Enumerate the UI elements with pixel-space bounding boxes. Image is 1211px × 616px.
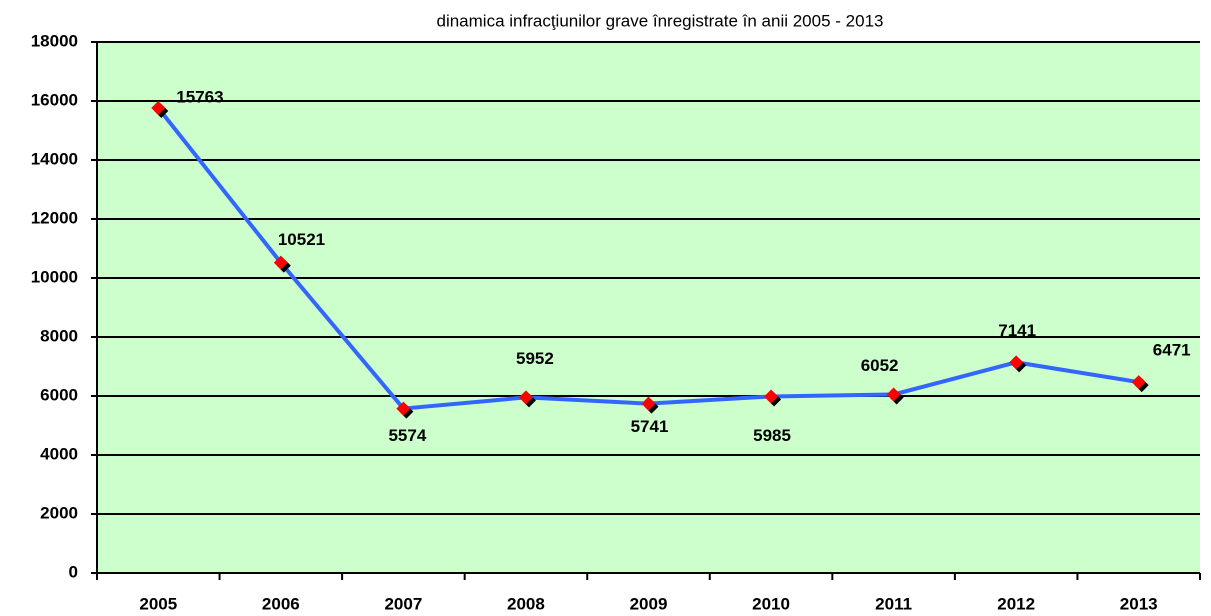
x-tick-label: 2012 <box>997 594 1035 613</box>
marker <box>1009 355 1024 370</box>
plot-area <box>97 42 1200 573</box>
data-label: 15763 <box>176 87 223 106</box>
y-tick-label: 2000 <box>40 503 78 522</box>
marker <box>641 396 656 411</box>
x-tick-label: 2009 <box>630 594 668 613</box>
marker <box>518 390 533 405</box>
x-tick-label: 2007 <box>384 594 422 613</box>
data-label: 6052 <box>861 356 899 375</box>
y-tick-label: 8000 <box>40 326 78 345</box>
data-label: 5985 <box>753 426 791 445</box>
x-tick-label: 2010 <box>752 594 790 613</box>
marker <box>273 255 288 270</box>
y-tick-label: 14000 <box>31 149 78 168</box>
data-label: 7141 <box>998 321 1036 340</box>
x-tick-label: 2008 <box>507 594 545 613</box>
marker <box>1131 375 1146 390</box>
marker <box>886 387 901 402</box>
marker <box>764 389 779 404</box>
marker <box>151 100 166 115</box>
y-tick-label: 16000 <box>31 90 78 109</box>
x-tick-label: 2006 <box>262 594 300 613</box>
y-tick-label: 10000 <box>31 267 78 286</box>
data-label: 5574 <box>388 426 426 445</box>
data-label: 5741 <box>631 417 669 436</box>
data-label: 10521 <box>278 230 325 249</box>
y-tick-label: 4000 <box>40 444 78 463</box>
y-tick-label: 6000 <box>40 385 78 404</box>
chart-title: dinamica infracţiunilor grave înregistra… <box>437 11 884 30</box>
x-tick-label: 2013 <box>1120 594 1158 613</box>
data-label: 5952 <box>516 349 554 368</box>
x-tick-label: 2011 <box>875 594 912 613</box>
y-tick-label: 12000 <box>31 208 78 227</box>
y-tick-label: 0 <box>69 562 78 581</box>
x-tick-label: 2005 <box>139 594 177 613</box>
data-label: 6471 <box>1153 341 1191 360</box>
marker <box>396 401 411 416</box>
y-tick-label: 18000 <box>31 31 78 50</box>
